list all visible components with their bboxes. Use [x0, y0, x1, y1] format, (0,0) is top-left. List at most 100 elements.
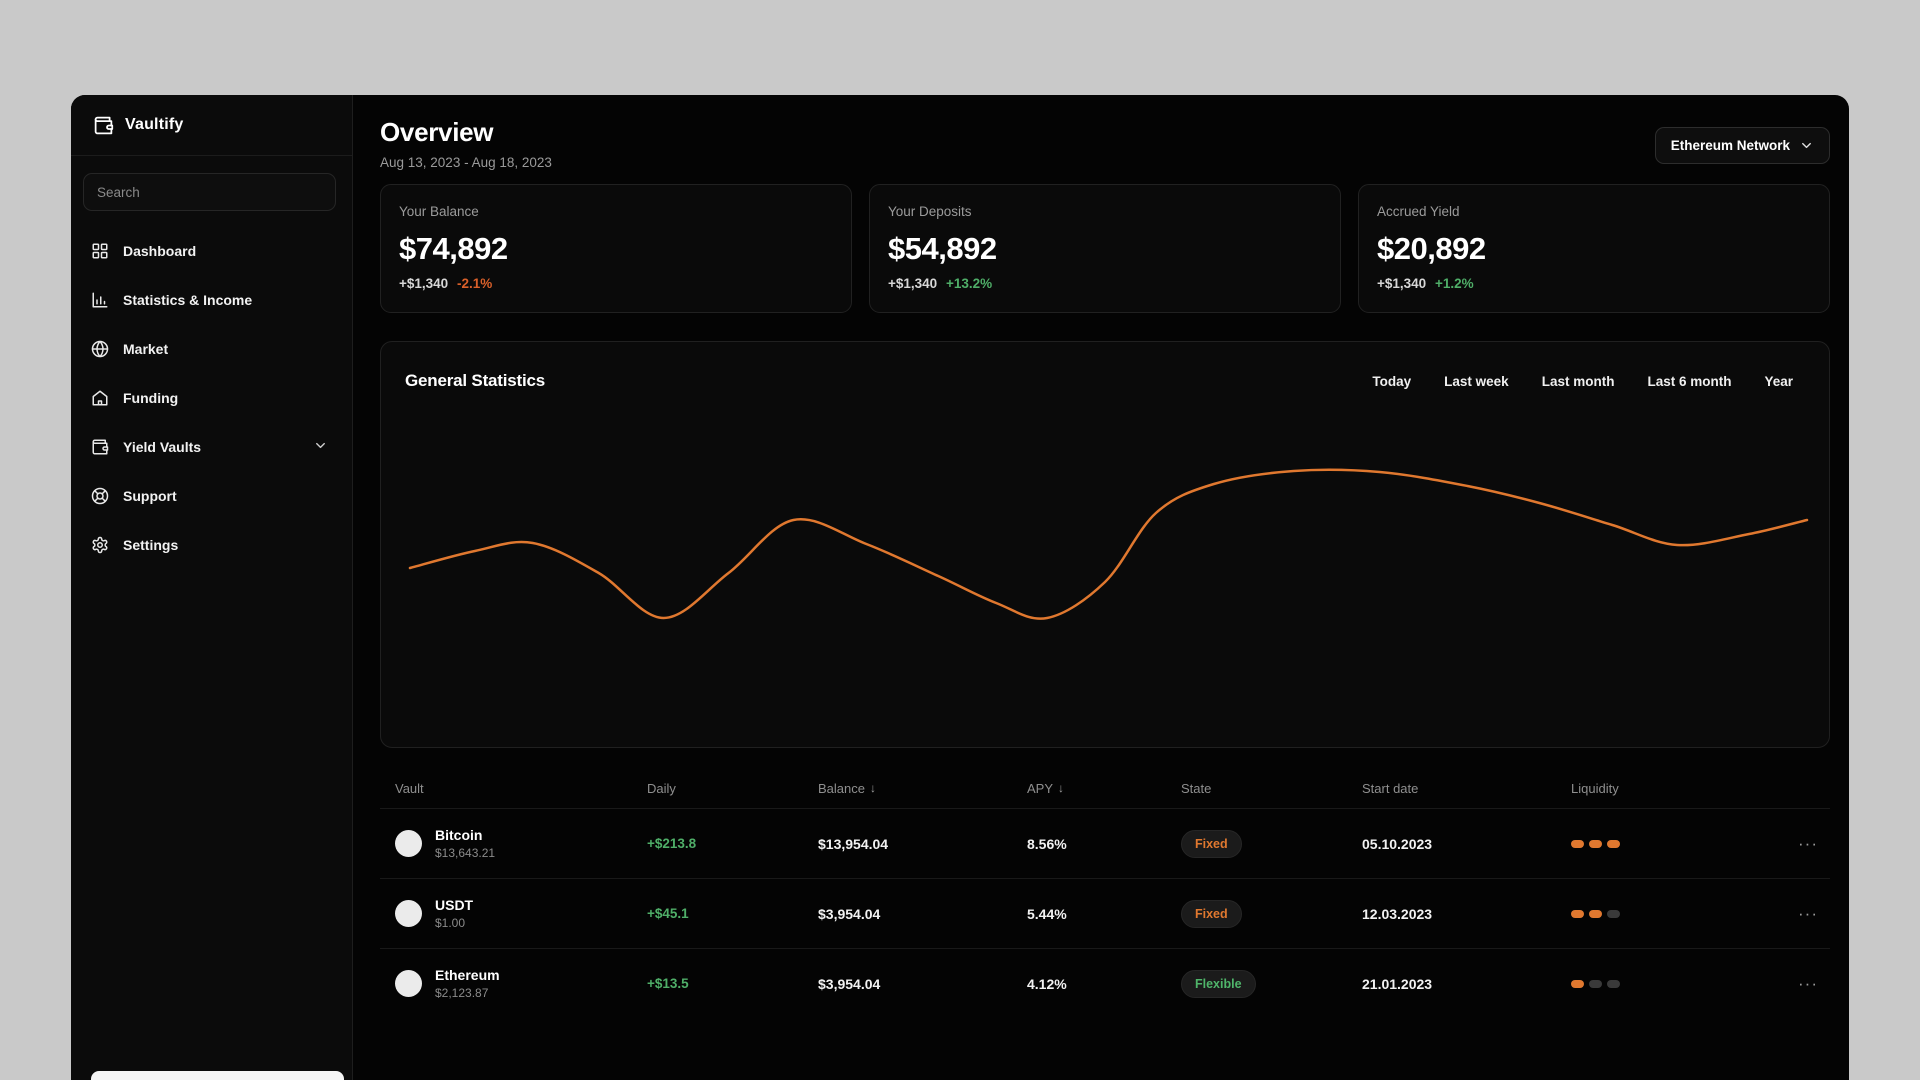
gear-icon [92, 536, 108, 554]
column-header-start-date[interactable]: Start date [1362, 780, 1419, 796]
liquidity-indicator [1571, 909, 1755, 918]
sidebar-item-dashboard[interactable]: Dashboard [91, 229, 342, 273]
liquidity-indicator [1571, 839, 1755, 848]
sidebar-item-settings[interactable]: Settings [91, 523, 342, 567]
app-title: Vaultify [125, 116, 184, 133]
row-menu-button[interactable]: ··· [1798, 903, 1818, 923]
house-icon [92, 390, 108, 406]
sort-desc-icon: ↓ [869, 781, 876, 795]
column-header-balance[interactable]: Balance ↓ [818, 780, 876, 796]
sidebar-item-statistics-income[interactable]: Statistics & Income [91, 278, 342, 322]
table-row-ethereum[interactable]: Ethereum $2,123.87 +$13.5 $3,954.04 4.12… [380, 948, 1830, 1018]
filter-today[interactable]: Today [1372, 373, 1412, 389]
chart-time-filters: Today Last week Last month Last 6 month … [1372, 374, 1793, 389]
column-header-state[interactable]: State [1181, 780, 1212, 796]
vault-wallet-icon [92, 439, 109, 455]
table-row-bitcoin[interactable]: Bitcoin $13,643.21 +$213.8 $13,954.04 8.… [380, 808, 1830, 878]
stat-card-label: Your Deposits [888, 204, 972, 219]
statistics-line-chart [408, 468, 1809, 620]
sidebar-item-funding[interactable]: Funding [91, 376, 342, 420]
column-header-daily[interactable]: Daily [647, 780, 676, 796]
vault-avatar [395, 900, 422, 927]
column-header-vault[interactable]: Vault [395, 780, 424, 796]
stat-card-label: Your Balance [399, 204, 479, 219]
sidebar-item-label: Yield Vaults [123, 439, 202, 455]
sidebar-item-label: Statistics & Income [123, 292, 253, 308]
balance-value: $3,954.04 [818, 905, 881, 922]
apy-value: 4.12% [1027, 975, 1067, 992]
balance-value: $13,954.04 [818, 835, 889, 852]
sidebar-item-label: Funding [123, 390, 179, 406]
vault-avatar [395, 830, 422, 857]
liquidity-indicator [1571, 979, 1755, 988]
network-selector-label: Ethereum Network [1670, 138, 1790, 153]
stat-card-accrued-yield: Accrued Yield $20,892 +$1,340 +1.2% [1358, 184, 1830, 313]
wallet-icon [94, 116, 114, 134]
sidebar: Vaultify Dashboard Statistics & Income [71, 95, 353, 1080]
network-selector-button[interactable]: Ethereum Network [1654, 127, 1830, 164]
stat-card-deposits: Your Deposits $54,892 +$1,340 +13.2% [869, 184, 1341, 313]
filter-last-month[interactable]: Last month [1541, 373, 1615, 389]
start-date: 05.10.2023 [1362, 835, 1433, 852]
sidebar-item-label: Support [123, 488, 177, 504]
column-header-liquidity[interactable]: Liquidity [1571, 780, 1619, 796]
page-header: Overview Aug 13, 2023 - Aug 18, 2023 Eth… [380, 95, 1830, 170]
stat-change-amount: +$1,340 [888, 276, 938, 291]
row-menu-button[interactable]: ··· [1798, 833, 1818, 853]
sidebar-item-label: Market [123, 341, 169, 357]
apy-value: 8.56% [1027, 835, 1067, 852]
filter-last-6-month[interactable]: Last 6 month [1647, 373, 1732, 389]
stat-card-value: $54,892 [888, 231, 997, 266]
general-statistics-panel: General Statistics Today Last week Last … [380, 341, 1830, 748]
state-badge: Flexible [1181, 969, 1256, 998]
chart-title: General Statistics [405, 371, 546, 390]
vault-name: Bitcoin [435, 827, 483, 843]
main-content: Overview Aug 13, 2023 - Aug 18, 2023 Eth… [353, 95, 1849, 1080]
sidebar-item-label: Settings [123, 537, 179, 553]
bar-chart-icon [92, 292, 108, 308]
start-date: 12.03.2023 [1362, 905, 1433, 922]
daily-change: +$13.5 [647, 976, 689, 991]
sidebar-item-label: Dashboard [123, 243, 197, 259]
vault-name: USDT [435, 897, 474, 913]
daily-change: +$45.1 [647, 906, 689, 921]
stat-change-percent: +13.2% [945, 276, 993, 291]
search-input[interactable] [83, 173, 336, 211]
stat-card-value: $74,892 [399, 231, 508, 266]
vault-name: Ethereum [435, 967, 500, 983]
app-window: Vaultify Dashboard Statistics & Income [71, 95, 1849, 1080]
start-date: 21.01.2023 [1362, 975, 1433, 992]
sidebar-item-yield-vaults[interactable]: Yield Vaults [91, 425, 342, 469]
vault-price: $1.00 [435, 916, 466, 930]
apy-value: 5.44% [1027, 905, 1067, 922]
vault-avatar [395, 970, 422, 997]
chevron-down-icon [1802, 142, 1811, 149]
balance-value: $3,954.04 [818, 975, 881, 992]
globe-icon [91, 340, 109, 358]
stat-change-amount: +$1,340 [1377, 276, 1427, 291]
sort-desc-icon: ↓ [1058, 781, 1065, 795]
table-row-usdt[interactable]: USDT $1.00 +$45.1 $3,954.04 5.44% Fixed … [380, 878, 1830, 948]
daily-change: +$213.8 [647, 836, 697, 851]
logo: Vaultify [71, 95, 352, 156]
sidebar-item-market[interactable]: Market [91, 327, 342, 371]
stat-card-balance: Your Balance $74,892 +$1,340 -2.1% [380, 184, 852, 313]
vaults-table: Vault Daily Balance ↓ APY ↓ State Start da… [380, 768, 1830, 1018]
state-badge: Fixed [1181, 899, 1242, 928]
stat-cards-row: Your Balance $74,892 +$1,340 -2.1% Your … [380, 184, 1830, 313]
filter-last-week[interactable]: Last week [1444, 373, 1509, 389]
stat-card-value: $20,892 [1377, 231, 1486, 266]
column-header-apy[interactable]: APY ↓ [1027, 780, 1065, 796]
stat-card-label: Accrued Yield [1377, 204, 1460, 219]
chevron-down-icon[interactable] [313, 438, 328, 456]
stat-change-percent: +1.2% [1434, 276, 1474, 291]
sidebar-bottom-card[interactable] [91, 1071, 344, 1080]
lifebuoy-icon [91, 487, 109, 505]
stat-change-percent: -2.1% [456, 276, 493, 291]
row-menu-button[interactable]: ··· [1798, 973, 1818, 993]
vault-price: $2,123.87 [435, 986, 489, 1000]
sidebar-nav: Dashboard Statistics & Income Market Fun… [71, 215, 352, 572]
page-title: Overview [380, 117, 494, 147]
filter-year[interactable]: Year [1764, 373, 1793, 389]
sidebar-item-support[interactable]: Support [91, 474, 342, 518]
